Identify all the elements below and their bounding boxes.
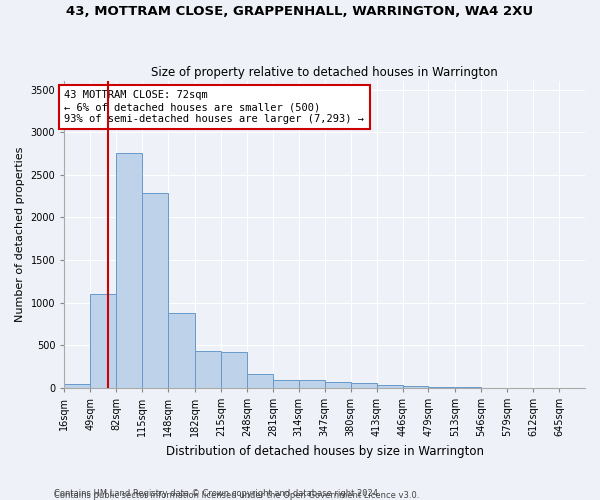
Bar <box>142 192 168 388</box>
Text: 43, MOTTRAM CLOSE, GRAPPENHALL, WARRINGTON, WA4 2XU: 43, MOTTRAM CLOSE, GRAPPENHALL, WARRINGT… <box>67 5 533 18</box>
Y-axis label: Number of detached properties: Number of detached properties <box>15 146 25 322</box>
Bar <box>299 380 325 388</box>
X-axis label: Distribution of detached houses by size in Warrington: Distribution of detached houses by size … <box>166 444 484 458</box>
Bar <box>221 352 247 388</box>
Bar <box>350 383 377 388</box>
Bar <box>195 351 221 388</box>
Bar <box>403 386 428 388</box>
Bar <box>168 313 195 388</box>
Text: 43 MOTTRAM CLOSE: 72sqm
← 6% of detached houses are smaller (500)
93% of semi-de: 43 MOTTRAM CLOSE: 72sqm ← 6% of detached… <box>64 90 364 124</box>
Bar <box>247 374 273 388</box>
Bar <box>377 385 403 388</box>
Bar <box>273 380 299 388</box>
Title: Size of property relative to detached houses in Warrington: Size of property relative to detached ho… <box>151 66 498 78</box>
Bar <box>325 382 350 388</box>
Bar <box>90 294 116 388</box>
Text: Contains public sector information licensed under the Open Government Licence v3: Contains public sector information licen… <box>54 491 419 500</box>
Text: Contains HM Land Registry data © Crown copyright and database right 2024.: Contains HM Land Registry data © Crown c… <box>54 488 380 498</box>
Bar <box>64 384 90 388</box>
Bar <box>116 152 142 388</box>
Bar <box>428 387 455 388</box>
